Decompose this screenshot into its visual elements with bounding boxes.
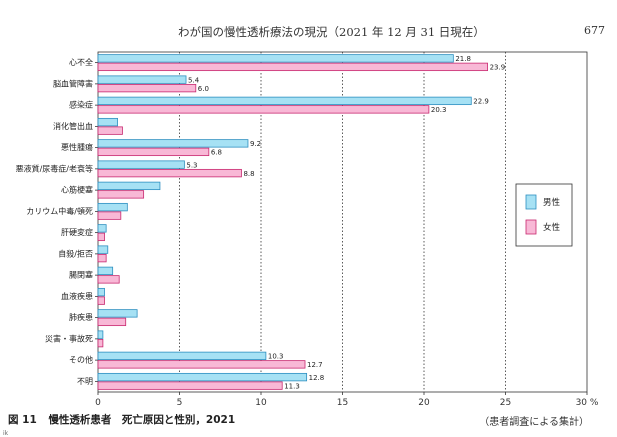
bar-female [97, 168, 242, 178]
page-header: わが国の慢性透析療法の現況（2021 年 12 月 31 日現在） 677 [0, 24, 617, 42]
category-label: 悪液質/尿毒症/老衰等 [16, 163, 93, 173]
figure-source: （患者調査による集計） [479, 417, 589, 428]
bar-male [97, 139, 249, 148]
bar-female [97, 83, 197, 93]
bar-female [97, 190, 145, 199]
x-tick-label: 0 [95, 398, 101, 408]
bar-female [97, 147, 210, 157]
bar-male [97, 160, 185, 169]
bar-male [97, 330, 104, 339]
data-label: 6.0 [198, 85, 209, 93]
bar-female [97, 211, 122, 220]
figure-title: 慢性透析患者 死亡原因と性別，2021 [48, 414, 236, 426]
category-label: 心筋梗塞 [61, 185, 93, 195]
category-label: 腸閉塞 [69, 270, 93, 280]
bar-male [97, 245, 109, 254]
data-label: 12.8 [309, 374, 325, 382]
data-label: 11.3 [284, 382, 300, 390]
data-label: 6.8 [211, 149, 222, 157]
x-tick-label: 20 [418, 398, 430, 408]
bar-female [97, 296, 105, 305]
bar-male [97, 224, 107, 233]
bar-female [97, 126, 123, 135]
bar-female [97, 62, 488, 72]
data-label: 20.3 [431, 106, 447, 114]
bar-female [97, 232, 105, 242]
stray-mark: ik [3, 430, 9, 437]
category-label: その他 [69, 355, 93, 365]
bar-male [97, 117, 118, 127]
x-tick-label: 25 [500, 398, 511, 408]
category-label: 血液疾患 [61, 291, 93, 301]
category-label: 肝硬変症 [61, 227, 93, 237]
bar-male [97, 96, 472, 106]
page-number: 677 [584, 24, 605, 37]
bar-female [97, 360, 306, 369]
bar-male [97, 287, 105, 297]
bar-male [97, 351, 267, 361]
data-label: 12.7 [307, 361, 323, 369]
category-label: 心不全 [69, 57, 93, 67]
data-label: 21.8 [455, 55, 471, 63]
x-tick-label: 5 [177, 398, 183, 408]
bar-female [97, 338, 104, 348]
data-label: 10.3 [268, 353, 284, 361]
legend-swatch-male [525, 194, 537, 210]
category-label: 肺疾患 [69, 312, 93, 322]
bar-male [97, 372, 308, 382]
category-label: 自殺/拒否 [58, 248, 93, 258]
data-label: 9.2 [250, 140, 261, 148]
x-tick-label: 10 [255, 398, 267, 408]
category-label: 不明 [77, 377, 93, 386]
figure-caption: 図 11 慢性透析患者 死亡原因と性別，2021 [8, 412, 243, 427]
category-label: 脳血管障害 [53, 78, 93, 88]
legend-label-male: 男性 [543, 197, 561, 208]
category-label: 感染症 [69, 100, 93, 110]
category-label: 災害・事故死 [45, 333, 93, 343]
bar-male [97, 75, 187, 84]
header-title: わが国の慢性透析療法の現況（2021 年 12 月 31 日現在） [178, 25, 485, 39]
bar-female [97, 105, 430, 114]
figure-number: 図 11 [8, 414, 37, 426]
bar-male [97, 181, 161, 191]
bar-female [97, 317, 127, 327]
bar-male [97, 309, 138, 318]
x-tick-label: 15 [337, 398, 348, 408]
bar-male [97, 202, 128, 212]
category-label: 消化管出血 [53, 121, 93, 131]
legend-swatch-female [525, 219, 537, 235]
bar-female [97, 381, 283, 390]
data-label: 22.9 [473, 98, 489, 106]
bar-female [97, 275, 120, 284]
bar-male [97, 54, 454, 63]
data-label: 5.3 [186, 161, 197, 169]
legend-label-female: 女性 [543, 222, 561, 233]
data-label: 8.8 [243, 170, 254, 178]
bar-male [97, 266, 114, 276]
bar-female [97, 253, 107, 263]
legend-box [515, 183, 573, 247]
data-label: 23.9 [490, 64, 506, 72]
category-label: 悪性腫瘍 [61, 142, 93, 152]
data-label: 5.4 [188, 76, 200, 84]
category-label: カリウム中毒/頓死 [26, 206, 93, 216]
x-tick-label: 30 % [576, 398, 599, 408]
